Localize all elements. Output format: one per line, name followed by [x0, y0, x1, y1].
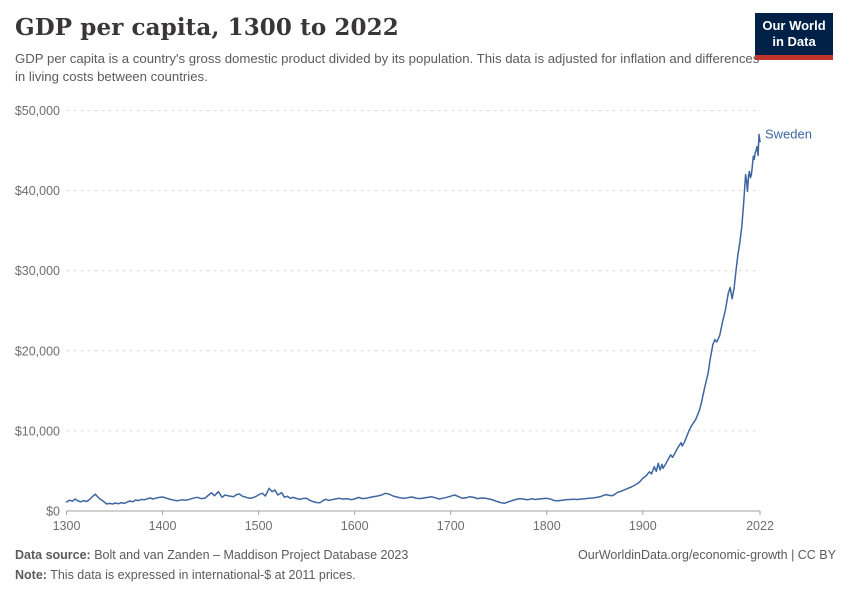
chart-subtitle: GDP per capita is a country's gross dome… — [15, 51, 760, 85]
note-text: This data is expressed in international-… — [46, 568, 356, 582]
data-source-line: Data source: Bolt and van Zanden – Maddi… — [15, 548, 408, 562]
x-axis-tick-label: 1800 — [533, 519, 561, 533]
x-axis-tick-label: 1900 — [629, 519, 657, 533]
y-axis-tick-label: $0 — [46, 505, 60, 519]
x-axis-tick-label: 1600 — [341, 519, 369, 533]
y-axis-tick-label: $10,000 — [15, 424, 60, 438]
owid-logo-line1: Our World — [762, 18, 826, 33]
chart-title: GDP per capita, 1300 to 2022 — [15, 14, 399, 41]
data-source-label: Data source: — [15, 548, 91, 562]
note-label: Note: — [15, 568, 47, 582]
note-line: Note: This data is expressed in internat… — [15, 568, 356, 582]
owid-logo-line2: in Data — [772, 34, 816, 50]
x-axis-tick-label: 2022 — [746, 519, 774, 533]
owid-link[interactable]: OurWorldinData.org/economic-growth | CC … — [578, 548, 836, 562]
y-axis-tick-label: $40,000 — [15, 184, 60, 198]
chart-canvas[interactable]: $0 $10,000 $20,000 $30,000 $40,000 $50,000 130… — [0, 0, 850, 545]
owid-logo[interactable]: Our World in Data — [755, 13, 833, 60]
series-line-sweden[interactable] — [65, 133, 761, 505]
data-source-text: Bolt and van Zanden – Maddison Project D… — [90, 548, 409, 562]
x-axis-tick-label: 1500 — [245, 519, 273, 533]
x-axis-tick-label: 1400 — [149, 519, 177, 533]
y-axis-tick-label: $30,000 — [15, 264, 60, 278]
x-axis-tick-label: 1700 — [437, 519, 465, 533]
x-axis-tick-label: 1300 — [53, 519, 81, 533]
y-axis-tick-label: $20,000 — [15, 344, 60, 358]
chart-header: GDP per capita, 1300 to 2022 GDP per cap… — [15, 0, 850, 86]
entity-label-sweden[interactable]: Sweden — [765, 127, 812, 142]
y-axis-tick-label: $50,000 — [15, 104, 60, 118]
